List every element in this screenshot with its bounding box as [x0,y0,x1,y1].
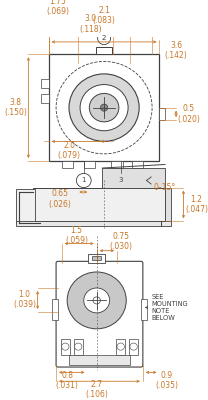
Bar [88,254,105,263]
Circle shape [84,288,110,313]
Circle shape [67,272,126,329]
Circle shape [89,94,119,122]
Bar [61,339,70,355]
Circle shape [113,173,128,188]
Bar [141,299,147,320]
Bar [69,355,130,365]
Text: SEE
MOUNTING
NOTE
BELOW: SEE MOUNTING NOTE BELOW [151,294,188,321]
Circle shape [98,32,110,44]
Bar [132,161,143,168]
Bar [102,168,165,188]
Bar [62,161,73,168]
Bar [49,54,160,161]
Bar [16,221,171,226]
Bar [33,188,165,221]
Bar [52,299,58,320]
Circle shape [69,74,139,142]
Text: 1.2
(.047): 1.2 (.047) [185,195,208,214]
Text: 1.5
(.059): 1.5 (.059) [65,226,88,245]
Text: 3.0
(.118): 3.0 (.118) [79,14,102,34]
Circle shape [100,104,108,111]
Text: 3.6
(.142): 3.6 (.142) [165,41,187,60]
Text: 2.0
(.079): 2.0 (.079) [57,140,80,160]
Text: 0.65
(.026): 0.65 (.026) [48,190,71,209]
Text: 2.1
(.083): 2.1 (.083) [93,6,115,25]
Circle shape [80,84,128,131]
Text: 0.5
(.020): 0.5 (.020) [178,104,201,124]
Bar [160,108,165,120]
Circle shape [76,173,91,188]
Bar [111,161,123,168]
Text: 1.75
(.069): 1.75 (.069) [46,0,69,16]
Bar [129,339,138,355]
Text: 1.0
(.039): 1.0 (.039) [13,290,36,309]
Bar [92,256,101,260]
Text: 0.75
(.030): 0.75 (.030) [109,232,132,252]
Text: 0.8
(.031): 0.8 (.031) [56,371,79,390]
Bar [41,94,49,103]
Circle shape [117,343,124,350]
Bar [74,339,83,355]
Text: 2.7
(.106): 2.7 (.106) [85,380,108,399]
Bar [96,47,112,54]
Text: 3: 3 [118,178,123,184]
Text: 0.9
(.035): 0.9 (.035) [155,371,178,390]
Text: 3.8
(.150): 3.8 (.150) [4,98,27,117]
Circle shape [93,297,100,304]
Bar [116,339,125,355]
Bar [84,161,95,168]
Bar [16,189,35,223]
Text: 0–15°: 0–15° [153,183,175,192]
Circle shape [74,343,82,350]
FancyBboxPatch shape [56,261,143,367]
Text: 1: 1 [82,178,86,184]
Circle shape [62,343,69,350]
Circle shape [130,343,137,350]
Text: 2: 2 [102,35,106,41]
Bar [165,188,171,221]
Bar [41,79,49,88]
